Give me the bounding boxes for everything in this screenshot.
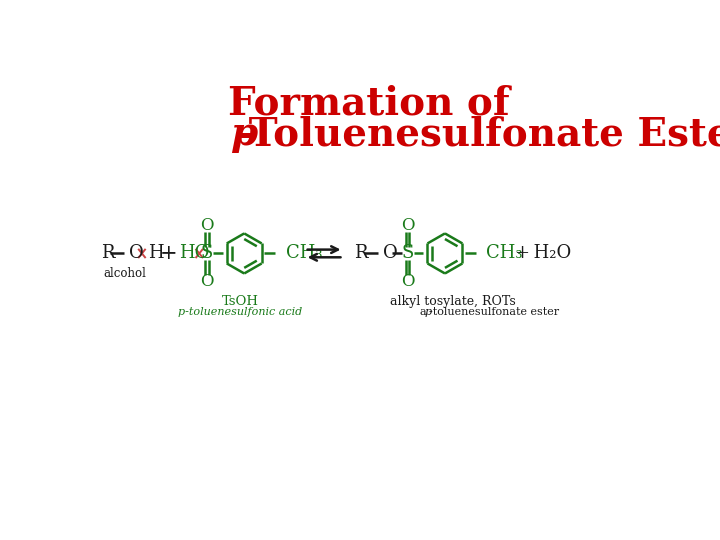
Text: -Toluenesulfonate Esters: -Toluenesulfonate Esters	[239, 115, 720, 153]
Text: R: R	[354, 245, 368, 262]
Text: +: +	[161, 244, 178, 263]
Text: p-toluenesulfonic acid: p-toluenesulfonic acid	[179, 307, 302, 317]
Text: S: S	[201, 245, 213, 262]
Text: R: R	[101, 245, 114, 262]
Text: alkyl tosylate, ROTs: alkyl tosylate, ROTs	[390, 295, 516, 308]
Text: TsOH: TsOH	[222, 295, 259, 308]
Text: p: p	[230, 115, 258, 153]
Text: O: O	[401, 217, 415, 234]
Text: CH₃: CH₃	[286, 245, 323, 262]
Text: O: O	[401, 273, 415, 289]
Text: O: O	[200, 273, 214, 289]
Text: + H₂O: + H₂O	[516, 245, 572, 262]
Text: O: O	[383, 245, 397, 262]
Text: O: O	[129, 245, 143, 262]
Text: p: p	[425, 307, 432, 317]
Text: H: H	[148, 245, 163, 262]
Text: O: O	[200, 217, 214, 234]
Text: CH₃: CH₃	[486, 245, 523, 262]
Text: Formation of: Formation of	[228, 84, 510, 122]
Text: -toluenesulfonate ester: -toluenesulfonate ester	[429, 307, 559, 317]
Text: alcohol: alcohol	[104, 267, 146, 280]
Text: a: a	[420, 307, 431, 317]
Text: HO: HO	[179, 245, 210, 262]
Text: S: S	[402, 245, 414, 262]
